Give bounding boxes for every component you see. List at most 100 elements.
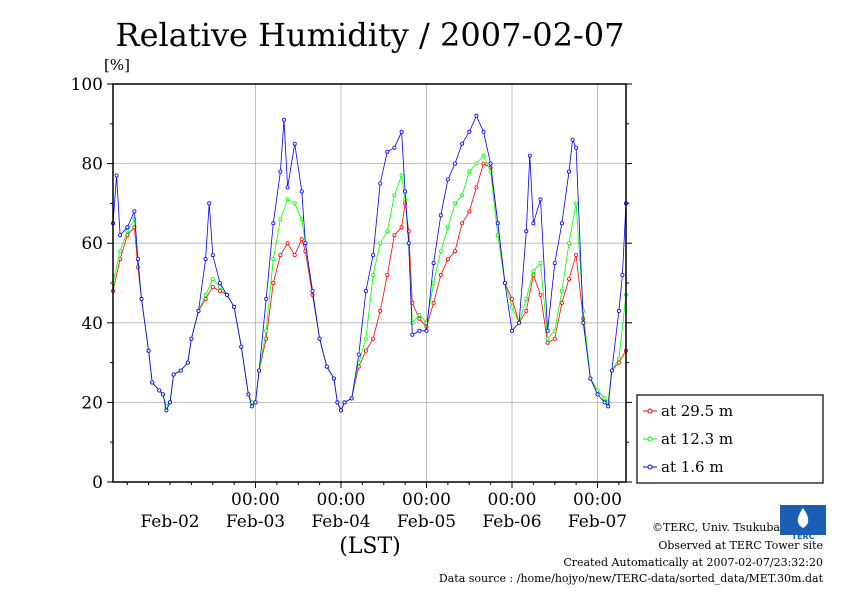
y-axis-unit-label: [%] bbox=[104, 56, 130, 74]
data-point bbox=[531, 221, 536, 226]
legend-swatch-marker bbox=[647, 436, 653, 442]
data-point bbox=[602, 396, 607, 401]
data-point bbox=[385, 229, 390, 234]
data-point bbox=[559, 288, 564, 293]
data-point bbox=[445, 225, 450, 230]
data-point bbox=[509, 296, 514, 301]
data-point bbox=[567, 241, 572, 246]
footer-credit: ©TERC, Univ. Tsukuba bbox=[652, 521, 780, 534]
data-point bbox=[371, 336, 376, 341]
data-point bbox=[224, 292, 229, 297]
data-point bbox=[132, 217, 137, 222]
series-line bbox=[112, 163, 627, 412]
footer-source: Data source : /home/hojyo/new/TERC-data/… bbox=[439, 572, 824, 585]
y-tick-label: 80 bbox=[81, 155, 103, 175]
data-point bbox=[331, 376, 336, 381]
data-point bbox=[118, 249, 123, 254]
data-point bbox=[438, 272, 443, 277]
plot-frame bbox=[112, 83, 627, 483]
data-point bbox=[581, 308, 586, 313]
y-tick-label: 20 bbox=[81, 393, 103, 413]
data-point bbox=[460, 221, 465, 226]
data-point bbox=[602, 400, 607, 405]
x-axis-title: (LST) bbox=[339, 534, 401, 559]
data-point bbox=[545, 336, 550, 341]
x-date-tick-label: Feb-03 bbox=[226, 512, 285, 532]
data-point bbox=[460, 193, 465, 198]
data-point bbox=[616, 356, 621, 361]
x-time-tick-label: 00:00 bbox=[231, 490, 280, 510]
data-point bbox=[132, 209, 137, 214]
data-point bbox=[281, 117, 286, 122]
data-point bbox=[207, 201, 212, 206]
data-point bbox=[524, 296, 529, 301]
data-point bbox=[278, 169, 283, 174]
data-point bbox=[292, 201, 297, 206]
data-point bbox=[574, 201, 579, 206]
data-point bbox=[431, 280, 436, 285]
data-point bbox=[481, 153, 486, 158]
data-point bbox=[264, 328, 269, 333]
data-point bbox=[438, 213, 443, 218]
y-tick-label: 0 bbox=[92, 473, 103, 493]
data-point bbox=[392, 233, 397, 238]
data-point bbox=[488, 161, 493, 166]
data-point bbox=[349, 396, 354, 401]
footer-created: Created Automatically at 2007-02-07/23:3… bbox=[563, 556, 823, 569]
data-point bbox=[474, 161, 479, 166]
data-point bbox=[509, 328, 514, 333]
data-point bbox=[452, 161, 457, 166]
data-point bbox=[552, 328, 557, 333]
data-point bbox=[249, 404, 254, 409]
data-point bbox=[417, 316, 422, 321]
data-point bbox=[356, 352, 361, 357]
data-point bbox=[160, 392, 165, 397]
data-point bbox=[303, 241, 308, 246]
data-point bbox=[417, 328, 422, 333]
data-point bbox=[146, 348, 151, 353]
data-point bbox=[495, 221, 500, 226]
data-point bbox=[285, 185, 290, 190]
data-point bbox=[253, 400, 258, 405]
data-point bbox=[167, 400, 172, 405]
data-point bbox=[210, 276, 215, 281]
x-date-tick-label: Feb-05 bbox=[397, 512, 456, 532]
data-point bbox=[410, 320, 415, 325]
data-point bbox=[509, 304, 514, 309]
data-point bbox=[570, 137, 575, 142]
data-point bbox=[271, 280, 276, 285]
data-point bbox=[431, 300, 436, 305]
data-point bbox=[285, 197, 290, 202]
data-point bbox=[452, 201, 457, 206]
data-point bbox=[185, 360, 190, 365]
data-point bbox=[431, 261, 436, 266]
terc-logo: TERC bbox=[780, 505, 826, 541]
grid-lines bbox=[113, 84, 626, 482]
series-line bbox=[112, 154, 627, 412]
data-point bbox=[324, 364, 329, 369]
x-time-tick-label: 00:00 bbox=[317, 490, 366, 510]
data-point bbox=[292, 141, 297, 146]
water-drop-icon bbox=[797, 508, 809, 528]
data-point bbox=[378, 181, 383, 186]
x-date-tick-label: Feb-02 bbox=[140, 512, 199, 532]
data-point bbox=[620, 272, 625, 277]
data-point bbox=[378, 308, 383, 313]
data-point bbox=[317, 336, 322, 341]
data-point bbox=[524, 308, 529, 313]
data-point bbox=[210, 284, 215, 289]
data-point bbox=[474, 113, 479, 118]
data-point bbox=[246, 392, 251, 397]
data-point bbox=[371, 272, 376, 277]
data-point bbox=[363, 288, 368, 293]
data-point bbox=[342, 400, 347, 405]
data-point bbox=[189, 336, 194, 341]
data-point bbox=[217, 288, 222, 293]
data-point bbox=[363, 336, 368, 341]
x-date-tick-label: Feb-07 bbox=[568, 512, 627, 532]
data-point bbox=[196, 308, 201, 313]
data-point bbox=[474, 185, 479, 190]
data-point bbox=[378, 241, 383, 246]
